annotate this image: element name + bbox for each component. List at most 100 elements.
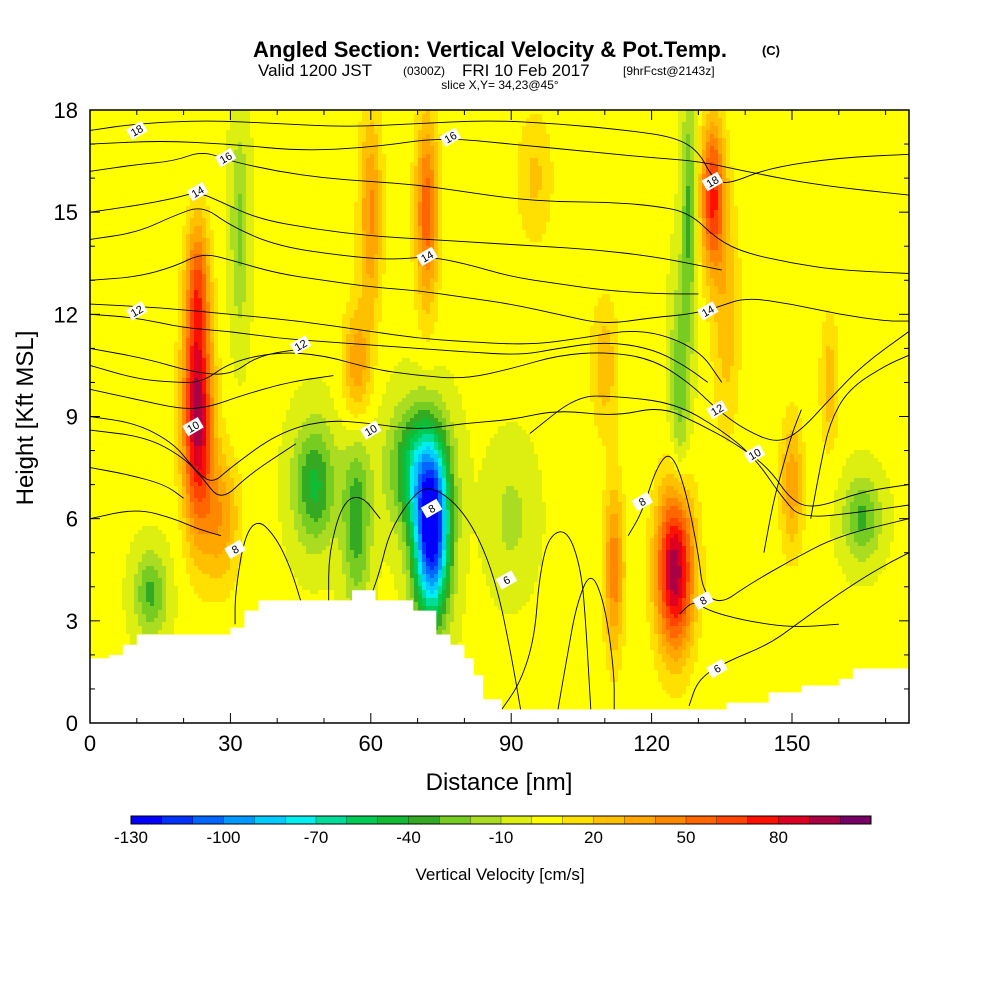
velocity-cell xyxy=(874,142,879,147)
velocity-cell xyxy=(110,146,115,151)
velocity-cell xyxy=(782,114,787,119)
velocity-cell xyxy=(218,126,223,131)
velocity-cell xyxy=(94,114,99,119)
velocity-cell xyxy=(370,134,375,139)
velocity-cell xyxy=(738,114,743,119)
velocity-cell xyxy=(462,134,467,139)
velocity-cell xyxy=(246,146,251,151)
velocity-cell xyxy=(654,118,659,123)
velocity-cell xyxy=(606,146,611,151)
velocity-cell xyxy=(694,118,699,123)
velocity-cell xyxy=(818,126,823,131)
velocity-cell xyxy=(198,138,203,143)
velocity-cell xyxy=(438,114,443,119)
velocity-cell xyxy=(354,114,359,119)
velocity-cell xyxy=(306,134,311,139)
velocity-cell xyxy=(550,130,555,135)
velocity-cell xyxy=(762,126,767,131)
velocity-cell xyxy=(826,134,831,139)
velocity-cell xyxy=(302,130,307,135)
velocity-cell xyxy=(242,126,247,131)
velocity-cell xyxy=(534,118,539,123)
velocity-cell xyxy=(390,138,395,143)
velocity-cell xyxy=(674,114,679,119)
velocity-cell xyxy=(722,142,727,147)
velocity-cell xyxy=(690,134,695,139)
velocity-cell xyxy=(638,126,643,131)
velocity-cell xyxy=(126,122,131,127)
velocity-cell xyxy=(602,130,607,135)
velocity-cell xyxy=(346,114,351,119)
velocity-cell xyxy=(222,114,227,119)
velocity-cell xyxy=(702,118,707,123)
velocity-cell xyxy=(346,142,351,147)
velocity-cell xyxy=(766,114,771,119)
velocity-cell xyxy=(450,122,455,127)
velocity-cell xyxy=(522,134,527,139)
velocity-cell xyxy=(686,134,691,139)
velocity-cell xyxy=(258,118,263,123)
velocity-cell xyxy=(702,142,707,147)
velocity-cell xyxy=(194,118,199,123)
velocity-cell xyxy=(370,130,375,135)
velocity-cell xyxy=(854,134,859,139)
velocity-cell xyxy=(438,142,443,147)
velocity-cell xyxy=(562,138,567,143)
velocity-cell xyxy=(666,126,671,131)
velocity-cell xyxy=(750,134,755,139)
velocity-cell xyxy=(378,114,383,119)
velocity-cell xyxy=(518,134,523,139)
velocity-cell xyxy=(326,114,331,119)
velocity-cell xyxy=(330,134,335,139)
velocity-cell xyxy=(798,114,803,119)
velocity-cell xyxy=(738,142,743,147)
velocity-cell xyxy=(662,130,667,135)
velocity-cell xyxy=(386,138,391,143)
velocity-cell xyxy=(606,142,611,147)
velocity-cell xyxy=(622,138,627,143)
velocity-cell xyxy=(586,118,591,123)
velocity-cell xyxy=(306,130,311,135)
velocity-cell xyxy=(134,146,139,151)
velocity-cell xyxy=(270,122,275,127)
velocity-cell xyxy=(794,114,799,119)
velocity-cell xyxy=(758,138,763,143)
velocity-cell xyxy=(266,118,271,123)
velocity-cell xyxy=(890,126,895,131)
velocity-cell xyxy=(178,146,183,151)
velocity-cell xyxy=(546,130,551,135)
velocity-cell xyxy=(318,138,323,143)
velocity-cell xyxy=(558,130,563,135)
velocity-cell xyxy=(438,130,443,135)
velocity-cell xyxy=(662,142,667,147)
velocity-cell xyxy=(554,134,559,139)
velocity-cell xyxy=(94,138,99,143)
velocity-cell xyxy=(254,130,259,135)
velocity-cell xyxy=(674,142,679,147)
velocity-cell xyxy=(222,146,227,151)
velocity-cell xyxy=(518,130,523,135)
velocity-cell xyxy=(894,114,899,119)
velocity-cell xyxy=(106,114,111,119)
velocity-cell xyxy=(582,130,587,135)
velocity-cell xyxy=(582,118,587,123)
velocity-cell xyxy=(770,126,775,131)
velocity-cell xyxy=(350,130,355,135)
velocity-cell xyxy=(354,130,359,135)
velocity-cell xyxy=(786,130,791,135)
velocity-cell xyxy=(798,118,803,123)
velocity-cell xyxy=(342,118,347,123)
velocity-cell xyxy=(650,138,655,143)
velocity-cell xyxy=(566,130,571,135)
velocity-cell xyxy=(554,142,559,147)
velocity-cell xyxy=(742,122,747,127)
velocity-cell xyxy=(586,122,591,127)
velocity-cell xyxy=(846,134,851,139)
velocity-cell xyxy=(262,134,267,139)
velocity-cell xyxy=(474,118,479,123)
velocity-cell xyxy=(714,130,719,135)
velocity-cell xyxy=(762,114,767,119)
velocity-cell xyxy=(818,138,823,143)
velocity-cell xyxy=(98,118,103,123)
velocity-cell xyxy=(722,126,727,131)
